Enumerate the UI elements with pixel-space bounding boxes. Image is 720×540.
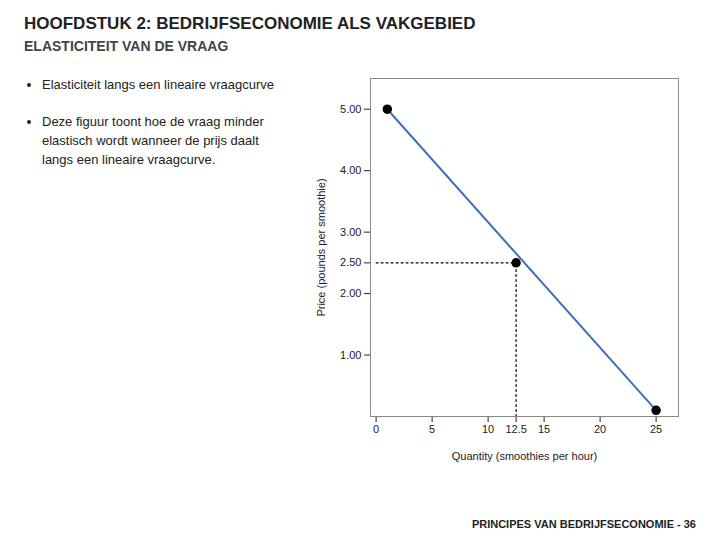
- svg-text:20: 20: [594, 423, 606, 435]
- svg-text:5: 5: [429, 423, 435, 435]
- svg-text:4.00: 4.00: [340, 164, 361, 176]
- svg-text:10: 10: [482, 423, 494, 435]
- svg-text:15: 15: [538, 423, 550, 435]
- svg-text:Price (pounds per smoothie): Price (pounds per smoothie): [315, 178, 327, 316]
- html-text:HOOFDSTUK 2: BEDRIJFSECONOMIE: HOOFDSTUK 2: BEDRIJFSECONOMIE ALS VAKGEB…: [24, 14, 476, 33]
- svg-text:3.00: 3.00: [340, 226, 361, 238]
- svg-text:1.00: 1.00: [340, 349, 361, 361]
- html-text:Deze figuur toont hoe de vraag: Deze figuur toont hoe de vraag minder: [42, 113, 264, 129]
- svg-text:12.5: 12.5: [505, 423, 526, 435]
- html-text:elastisch wordt wanneer de pri: elastisch wordt wanneer de prijs daalt: [42, 132, 259, 148]
- html-text:Elasticiteit langs een lineair: Elasticiteit langs een lineaire vraagcur…: [42, 77, 274, 92]
- html-text:PRINCIPES VAN BEDRIJFSECONOMIE: PRINCIPES VAN BEDRIJFSECONOMIE - 36: [471, 518, 696, 530]
- html-text:ELASTICITEIT VAN DE VRAAG: ELASTICITEIT VAN DE VRAAG: [24, 38, 229, 54]
- svg-text:Quantity (smoothies per hour): Quantity (smoothies per hour): [452, 450, 598, 462]
- html-text:langs een lineaire vraagcurve.: langs een lineaire vraagcurve.: [42, 151, 216, 167]
- svg-text:2.00: 2.00: [340, 287, 361, 299]
- svg-text:25: 25: [650, 423, 662, 435]
- svg-text:5.00: 5.00: [340, 103, 361, 115]
- svg-text:0: 0: [373, 423, 379, 435]
- svg-text:2.50: 2.50: [340, 256, 361, 268]
